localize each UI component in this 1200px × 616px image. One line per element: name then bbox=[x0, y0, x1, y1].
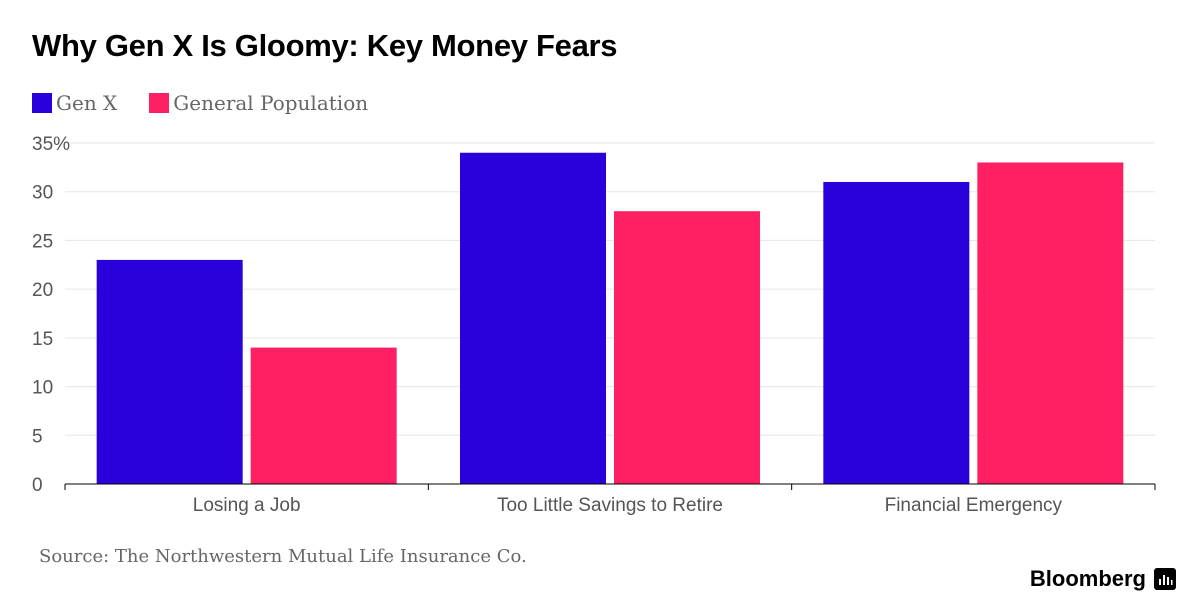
source-note: Source: The Northwestern Mutual Life Ins… bbox=[39, 546, 527, 567]
y-tick-label: 30 bbox=[32, 183, 53, 204]
bar bbox=[460, 152, 606, 484]
chart-legend: Gen X General Population bbox=[32, 88, 400, 118]
x-tick-label: Too Little Savings to Retire bbox=[497, 495, 723, 516]
bloomberg-terminal-icon bbox=[1154, 568, 1176, 590]
x-tick-label: Financial Emergency bbox=[885, 495, 1063, 516]
y-tick-label: 25 bbox=[32, 231, 53, 252]
y-tick-label: 35% bbox=[32, 134, 70, 155]
chart-title: Why Gen X Is Gloomy: Key Money Fears bbox=[32, 28, 618, 63]
legend-swatch-general-population bbox=[149, 93, 170, 113]
legend-label-general-population: General Population bbox=[173, 91, 369, 115]
y-tick-label: 10 bbox=[32, 378, 53, 399]
legend-label-gen-x: Gen X bbox=[56, 91, 118, 115]
legend-item-gen-x: Gen X bbox=[32, 91, 117, 115]
bar bbox=[250, 347, 397, 484]
x-tick-label: Losing a Job bbox=[193, 495, 301, 516]
bar bbox=[977, 162, 1124, 484]
y-tick-label: 15 bbox=[32, 329, 53, 350]
y-tick-label: 0 bbox=[32, 475, 43, 496]
legend-swatch-gen-x bbox=[32, 93, 52, 113]
bloomberg-logo: Bloomberg bbox=[1030, 566, 1176, 592]
y-tick-label: 5 bbox=[32, 426, 43, 447]
bar bbox=[96, 259, 243, 484]
y-tick-label: 20 bbox=[32, 280, 53, 301]
bar bbox=[823, 181, 970, 484]
bar bbox=[614, 211, 760, 484]
bar-chart: 0 5 10 15 20 25 30 35% Losing a Job Too Little Sa… bbox=[32, 134, 1156, 516]
legend-item-general-population: General Population bbox=[149, 91, 368, 115]
bloomberg-wordmark: Bloomberg bbox=[1029, 566, 1146, 591]
